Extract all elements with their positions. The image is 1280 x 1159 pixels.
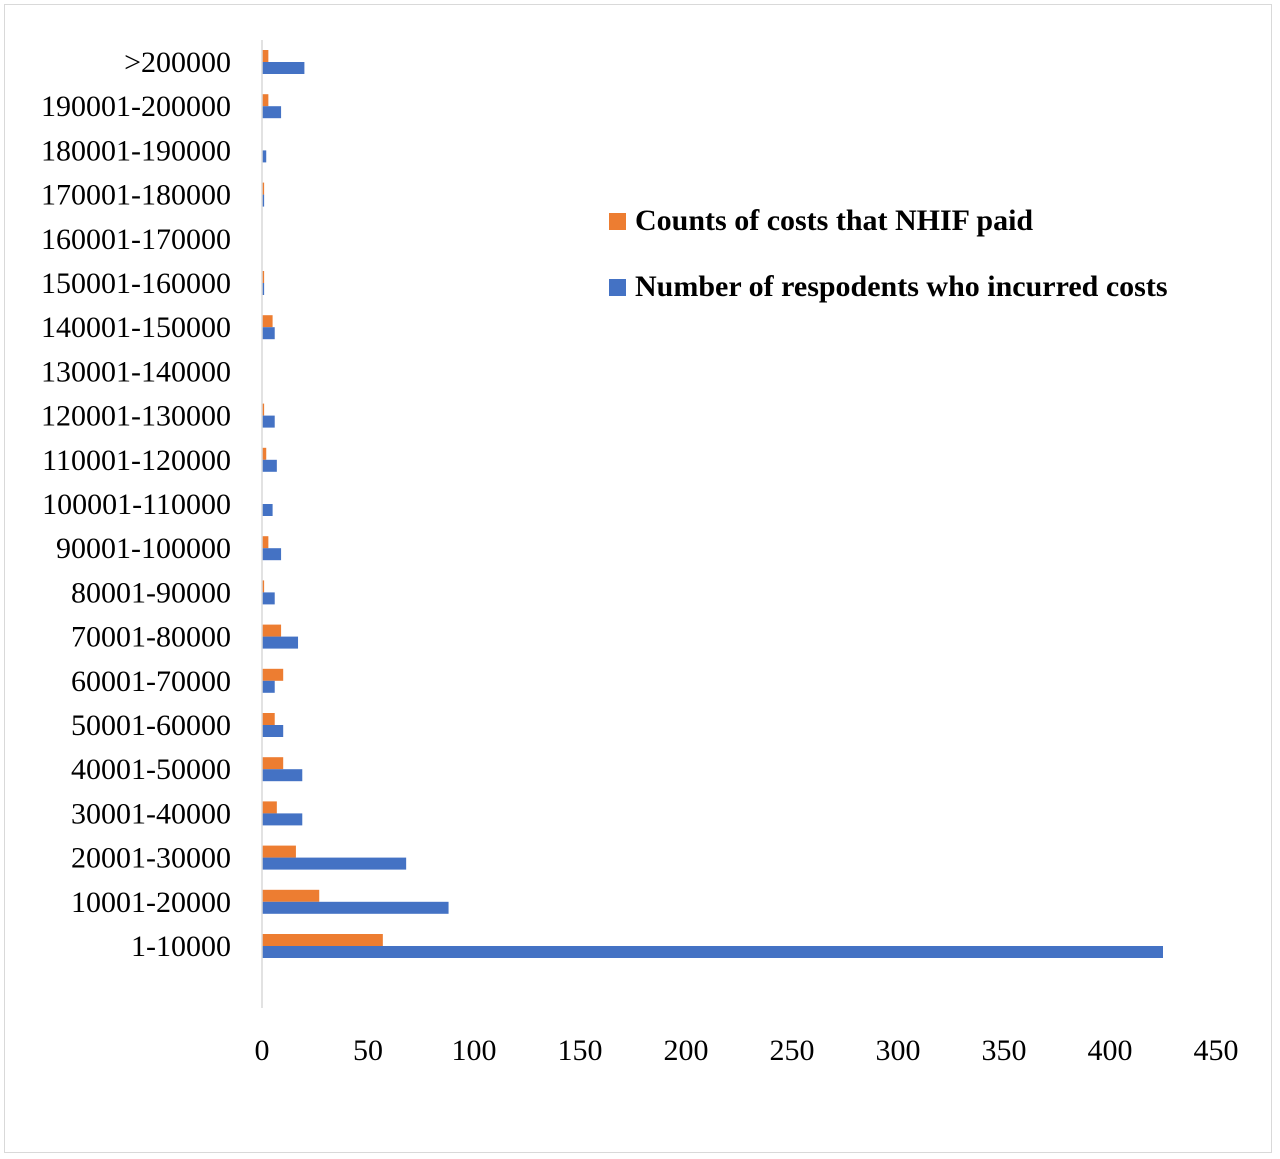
legend-swatch — [609, 279, 626, 296]
bar-nhif-paid — [262, 315, 273, 328]
bar-nhif-paid — [262, 889, 320, 902]
bar-respondents-incurred — [262, 548, 282, 561]
bar-respondents-incurred — [262, 106, 282, 119]
bar-respondents-incurred — [262, 901, 449, 914]
y-axis-labels: 1-10000 10001-20000 20001-30000 30001-40000… — [41, 46, 231, 963]
bar-nhif-paid — [262, 757, 284, 770]
bar-nhif-paid — [262, 50, 269, 62]
bar-nhif-paid — [262, 94, 269, 107]
category-label: 70001-80000 — [71, 621, 231, 654]
x-axis-labels: 0 50 100 150 200 250 300 350 400 450 — [255, 1034, 1239, 1067]
bar-nhif-paid — [262, 668, 284, 681]
category-label: 180001-190000 — [41, 134, 231, 167]
category-label: 80001-90000 — [71, 576, 231, 609]
bar-respondents-incurred — [262, 813, 303, 826]
bar-nhif-paid — [262, 845, 296, 858]
bar-nhif-paid — [262, 934, 383, 946]
bar-respondents-incurred — [262, 946, 1163, 958]
bar-respondents-incurred — [262, 62, 305, 74]
category-label: 1-10000 — [131, 930, 231, 963]
category-label: 170001-180000 — [41, 179, 231, 212]
bar-nhif-paid — [262, 713, 275, 725]
bar-respondents-incurred — [262, 327, 275, 340]
legend: Counts of costs that NHIF paid Number of … — [609, 204, 1168, 303]
bar-nhif-paid — [262, 624, 282, 637]
bar-nhif-paid — [262, 536, 269, 549]
x-tick-label: 400 — [1088, 1034, 1133, 1067]
category-label: 160001-170000 — [41, 223, 231, 256]
category-label: 110001-120000 — [42, 444, 231, 477]
category-label: 100001-110000 — [42, 488, 231, 521]
category-label: 190001-200000 — [41, 90, 231, 123]
bar-nhif-paid — [262, 182, 265, 195]
category-label: 90001-100000 — [56, 532, 231, 565]
bar-respondents-incurred — [262, 283, 265, 295]
bar-respondents-incurred — [262, 636, 299, 649]
category-label: 150001-160000 — [41, 267, 231, 300]
bar-respondents-incurred — [262, 459, 277, 472]
bar-respondents-incurred — [262, 725, 284, 737]
legend-item-respondents-incurred: Number of respodents who incurred costs — [635, 270, 1168, 303]
legend-item-nhif-paid: Counts of costs that NHIF paid — [635, 204, 1033, 237]
bar-nhif-paid — [262, 271, 265, 283]
category-label: 120001-130000 — [41, 400, 231, 433]
bar-respondents-incurred — [262, 150, 267, 163]
x-tick-label: 150 — [558, 1034, 603, 1067]
bar-respondents-incurred — [262, 769, 303, 782]
bars — [262, 50, 1163, 958]
category-label: 140001-150000 — [41, 311, 231, 344]
x-tick-label: 50 — [353, 1034, 383, 1067]
category-label: 30001-40000 — [71, 797, 231, 830]
bar-respondents-incurred — [262, 194, 265, 207]
category-label: 130001-140000 — [41, 355, 231, 388]
bar-respondents-incurred — [262, 415, 275, 428]
bar-nhif-paid — [262, 447, 267, 460]
bar-nhif-paid — [262, 403, 265, 416]
bar-respondents-incurred — [262, 857, 407, 870]
category-label: 10001-20000 — [71, 886, 231, 919]
x-tick-label: 200 — [664, 1034, 709, 1067]
category-label: 40001-50000 — [71, 753, 231, 786]
bar-respondents-incurred — [262, 592, 275, 605]
bar-nhif-paid — [262, 580, 265, 593]
legend-swatch — [609, 213, 626, 230]
x-tick-label: 350 — [982, 1034, 1027, 1067]
x-tick-label: 0 — [255, 1034, 270, 1067]
category-label: 60001-70000 — [71, 665, 231, 698]
category-label: 50001-60000 — [71, 709, 231, 742]
x-tick-label: 450 — [1194, 1034, 1239, 1067]
x-tick-label: 100 — [452, 1034, 497, 1067]
category-label: >200000 — [124, 46, 231, 79]
x-tick-label: 300 — [876, 1034, 921, 1067]
bar-respondents-incurred — [262, 680, 275, 693]
chart-frame — [4, 4, 1272, 1153]
category-label: 20001-30000 — [71, 842, 231, 875]
bar-respondents-incurred — [262, 504, 273, 516]
bar-nhif-paid — [262, 801, 277, 814]
x-tick-label: 250 — [770, 1034, 815, 1067]
